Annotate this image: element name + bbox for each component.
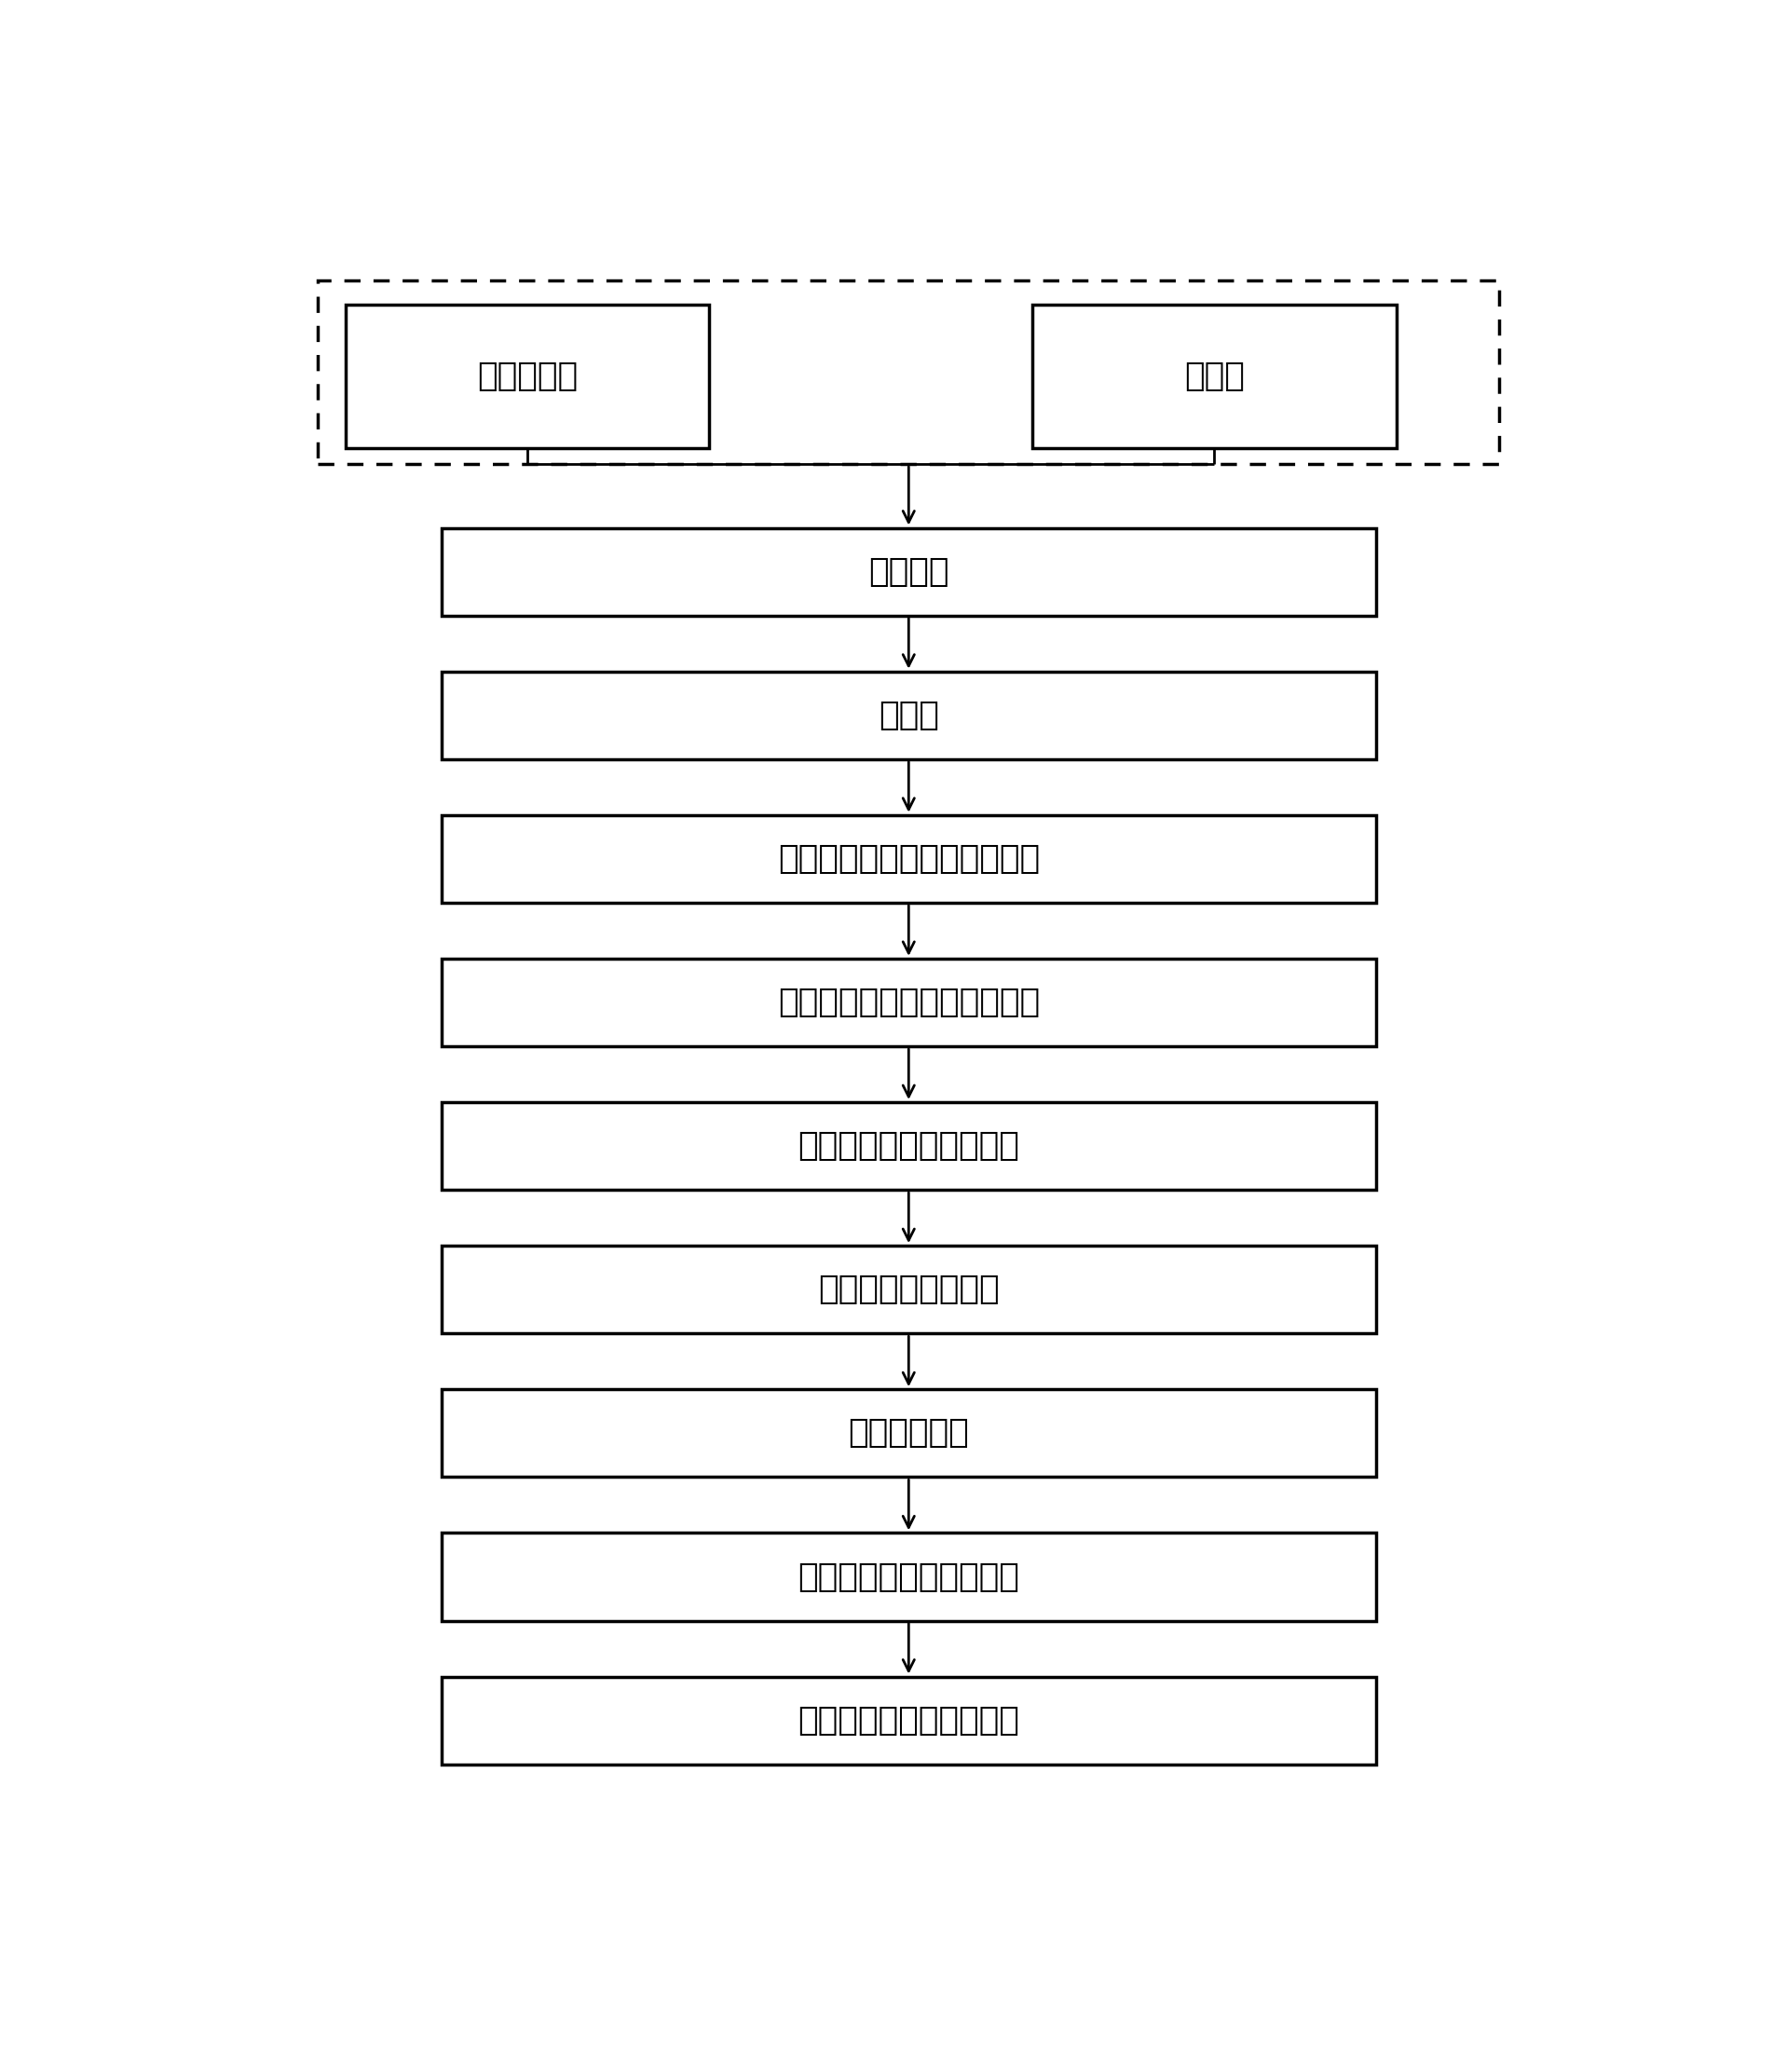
Bar xyxy=(1032,305,1397,448)
Bar xyxy=(441,671,1376,758)
Text: 原始图像: 原始图像 xyxy=(869,555,949,588)
Text: 韧窩区域标定: 韧窩区域标定 xyxy=(847,1417,970,1448)
Bar xyxy=(441,959,1376,1046)
Bar xyxy=(441,528,1376,615)
Text: 计算机: 计算机 xyxy=(878,700,940,731)
Text: 原始图像中値滤波、灰度修正: 原始图像中値滤波、灰度修正 xyxy=(778,843,1039,874)
Text: 摄像头: 摄像头 xyxy=(1184,361,1245,392)
Bar xyxy=(346,305,709,448)
Bar xyxy=(317,280,1500,464)
Text: 滤波、修正后图像的二値分割: 滤波、修正后图像的二値分割 xyxy=(778,986,1039,1017)
Bar xyxy=(441,1245,1376,1334)
Bar xyxy=(441,814,1376,903)
Text: 韧窩测量及分类结果输出: 韧窩测量及分类结果输出 xyxy=(798,1705,1019,1736)
Text: 韧窩面积测量及直径导出: 韧窩面积测量及直径导出 xyxy=(798,1560,1019,1593)
Text: 专业显微镜: 专业显微镜 xyxy=(477,361,578,392)
Bar xyxy=(441,1102,1376,1189)
Bar xyxy=(441,1533,1376,1620)
Bar xyxy=(441,1676,1376,1763)
Text: 韧窩缺失边界的复原处理: 韧窩缺失边界的复原处理 xyxy=(798,1129,1019,1162)
Text: 韧窩孔洞的填充处理: 韧窩孔洞的填充处理 xyxy=(817,1274,1000,1305)
Bar xyxy=(441,1390,1376,1477)
